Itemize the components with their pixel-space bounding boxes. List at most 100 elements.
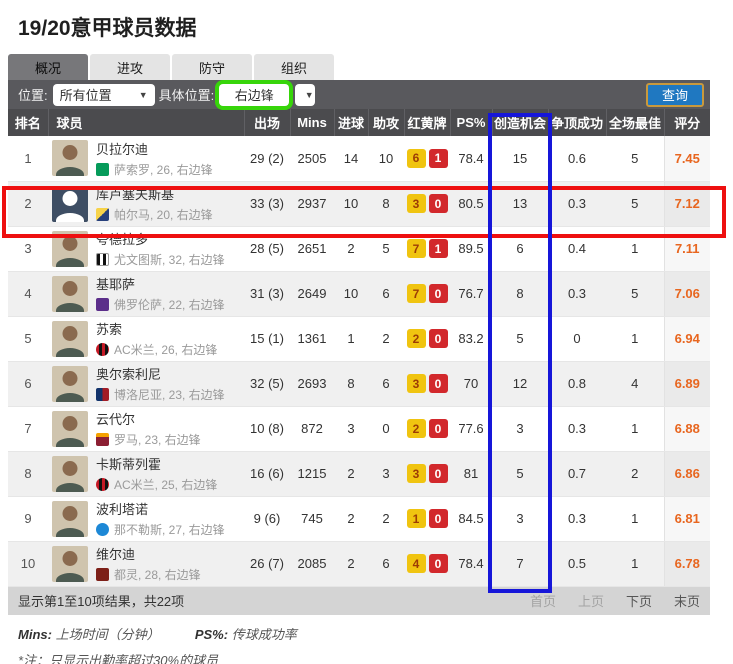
table-row[interactable]: 2 库卢塞夫斯基 帕尔马, 20, 右边锋 33 (3) 2937 10 8 3…: [8, 181, 710, 227]
red-card-badge: 0: [428, 554, 448, 573]
red-card-badge: 0: [428, 194, 448, 213]
mins-cell: 2085: [290, 541, 334, 587]
apps-cell: 29 (2): [244, 136, 290, 182]
apps-cell: 26 (7): [244, 541, 290, 587]
motm-cell: 1: [606, 541, 664, 587]
yellow-card-badge: 3: [406, 194, 426, 213]
yellow-card-badge: 3: [406, 374, 426, 393]
header-cards[interactable]: 红黄牌: [403, 109, 450, 136]
aerials-won-cell: 0.8: [548, 361, 606, 407]
aerials-won-cell: 0.4: [548, 226, 606, 272]
tab-overview[interactable]: 概况: [8, 54, 88, 80]
pagination-link[interactable]: 下页: [625, 594, 652, 609]
query-button[interactable]: 查询: [645, 82, 704, 107]
specific-position-dropdown-button[interactable]: ▼: [295, 83, 316, 106]
player-meta-text: 都灵, 28, 右边锋: [114, 568, 201, 582]
header-goals[interactable]: 进球: [333, 109, 368, 136]
rank-cell: 2: [8, 181, 48, 227]
goals-cell: 2: [334, 451, 368, 497]
mins-cell: 2937: [290, 181, 334, 227]
position-select-value: 所有位置: [59, 88, 112, 103]
player-avatar: [52, 545, 88, 582]
player-avatar: [52, 365, 88, 402]
red-card-badge: 0: [428, 509, 448, 528]
apps-cell: 9 (6): [244, 496, 290, 542]
pagination-link[interactable]: 上页: [577, 594, 604, 609]
pass-success-cell: 81: [450, 451, 492, 497]
player-name[interactable]: 奥尔索利尼: [96, 367, 162, 382]
header-assists[interactable]: 助攻: [367, 109, 404, 136]
pass-success-cell: 89.5: [450, 226, 492, 272]
assists-cell: 8: [368, 181, 404, 227]
player-meta: AC米兰, 26, 右边锋: [96, 341, 217, 358]
header-rank[interactable]: 排名: [8, 109, 48, 136]
header-motm[interactable]: 全场最佳: [605, 109, 664, 136]
motm-cell: 1: [606, 406, 664, 452]
player-avatar: [52, 455, 88, 492]
assists-cell: 6: [368, 271, 404, 317]
mins-cell: 2693: [290, 361, 334, 407]
red-card-badge: 0: [428, 284, 448, 303]
assists-cell: 0: [368, 406, 404, 452]
tab-organization[interactable]: 组织: [254, 54, 334, 80]
player-name[interactable]: 基耶萨: [96, 277, 136, 292]
player-name[interactable]: 云代尔: [96, 412, 136, 427]
header-rating[interactable]: 评分: [663, 109, 710, 136]
player-name[interactable]: 苏索: [96, 322, 123, 337]
pagination-link[interactable]: 末页: [673, 594, 700, 609]
header-chances-created[interactable]: 创造机会: [491, 109, 548, 136]
tab-attack[interactable]: 进攻: [90, 54, 170, 80]
pagination-link[interactable]: 首页: [529, 594, 556, 609]
player-name[interactable]: 库卢塞夫斯基: [96, 187, 175, 202]
tab-defense[interactable]: 防守: [172, 54, 252, 80]
pass-success-cell: 78.4: [450, 136, 492, 182]
player-meta-text: AC米兰, 26, 右边锋: [114, 343, 218, 357]
table-footer: 显示第1至10项结果，共22项 首页 上页 下页 末页: [8, 586, 710, 615]
assists-cell: 3: [368, 451, 404, 497]
aerials-won-cell: 0.5: [548, 541, 606, 587]
chances-created-cell: 7: [492, 541, 548, 587]
aerials-won-cell: 0.3: [548, 496, 606, 542]
player-meta: 佛罗伦萨, 22, 右边锋: [96, 296, 225, 313]
specific-position-select[interactable]: 右边锋: [219, 83, 290, 106]
mins-cell: 2649: [290, 271, 334, 317]
player-name[interactable]: 卡斯蒂列霍: [96, 457, 162, 472]
position-select[interactable]: 所有位置 ▼: [52, 83, 155, 106]
assists-cell: 2: [368, 496, 404, 542]
club-badge-icon: [96, 568, 109, 581]
mins-cell: 2651: [290, 226, 334, 272]
header-pass-success[interactable]: PS%: [449, 109, 492, 136]
player-stats-table: 排名 球员 出场 Mins 进球 助攻 红黄牌 PS% 创造机会 争顶成功 全场…: [8, 109, 710, 587]
rank-cell: 6: [8, 361, 48, 407]
pass-success-cell: 77.6: [450, 406, 492, 452]
header-player[interactable]: 球员: [47, 109, 244, 136]
player-name[interactable]: 夸德拉多: [96, 232, 149, 247]
club-badge-icon: [96, 523, 109, 536]
player-name[interactable]: 维尔迪: [96, 547, 136, 562]
player-name[interactable]: 贝拉尔迪: [96, 141, 149, 157]
player-avatar: [52, 320, 88, 357]
player-meta: 都灵, 28, 右边锋: [96, 566, 201, 583]
header-mins[interactable]: Mins: [289, 109, 334, 136]
player-name[interactable]: 波利塔诺: [96, 502, 149, 517]
rating-cell: 6.78: [663, 541, 710, 587]
yellow-card-badge: 7: [406, 239, 426, 258]
player-avatar: [52, 185, 88, 222]
results-summary: 显示第1至10项结果，共22项: [18, 594, 185, 609]
club-badge-icon: [96, 433, 109, 446]
ps-note-label: PS%:: [194, 626, 229, 642]
header-apps[interactable]: 出场: [243, 109, 290, 136]
header-aerials-won[interactable]: 争顶成功: [547, 109, 606, 136]
